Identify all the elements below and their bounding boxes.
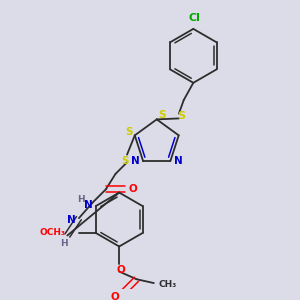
Text: N: N (174, 156, 182, 166)
Text: CH₃: CH₃ (158, 280, 176, 290)
Text: OCH₃: OCH₃ (39, 229, 65, 238)
Text: O: O (111, 292, 120, 300)
Text: N: N (131, 156, 140, 166)
Text: Cl: Cl (188, 13, 200, 23)
Text: S: S (158, 110, 165, 120)
Text: S: S (177, 112, 185, 122)
Text: S: S (122, 156, 129, 166)
Text: O: O (117, 265, 125, 275)
Text: H: H (60, 239, 67, 248)
Text: N: N (84, 200, 93, 210)
Text: O: O (128, 184, 137, 194)
Text: H: H (77, 195, 85, 204)
Text: N: N (67, 215, 76, 225)
Text: S: S (125, 127, 133, 136)
